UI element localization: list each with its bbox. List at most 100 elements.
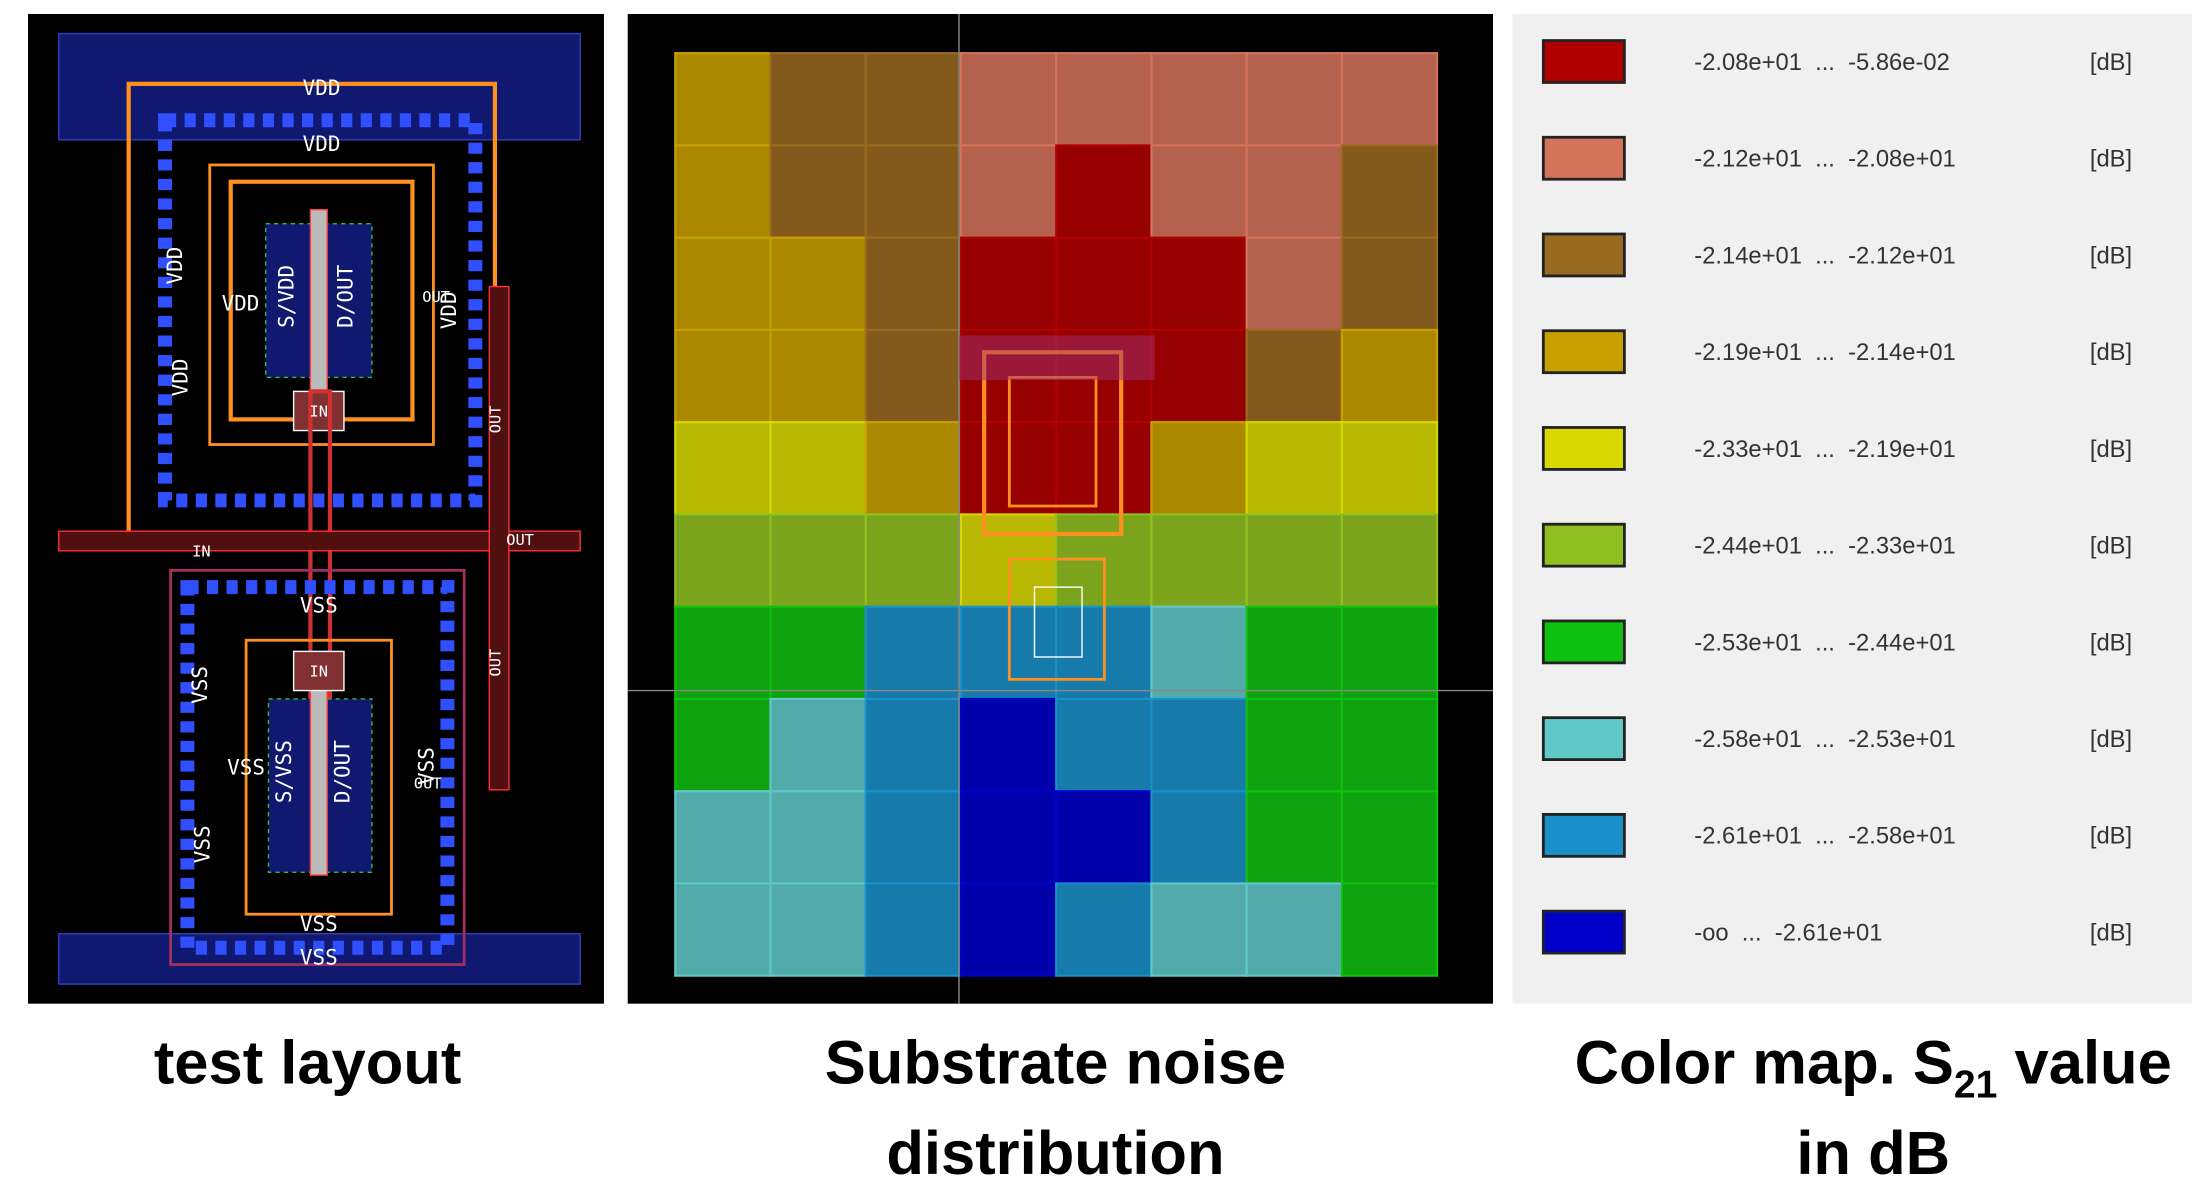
heatmap-cell — [1247, 883, 1342, 975]
layout-panel: VDD VDD VDD VDD VDD VDD S/VDD D/OUT IN O… — [28, 14, 604, 1004]
layout-label: IN — [310, 663, 329, 681]
layout-label: IN — [310, 403, 329, 421]
heatmap — [675, 53, 1437, 976]
layout-label: VSS — [191, 825, 215, 863]
heatmap-cell — [1056, 145, 1151, 237]
heatmap-cell — [866, 145, 961, 237]
layout-label: VDD — [303, 132, 341, 156]
heatmap-cell — [1056, 238, 1151, 330]
heatmap-cell — [1247, 53, 1342, 145]
layout-label: VDD — [168, 358, 192, 396]
layout-label: VSS — [227, 755, 265, 779]
figure: VDD VDD VDD VDD VDD VDD S/VDD D/OUT IN O… — [0, 0, 2192, 1184]
heatmap-cell — [1247, 791, 1342, 883]
heatmap-cell — [1342, 699, 1437, 791]
heatmap-cell — [770, 238, 865, 330]
legend-range: -2.58e+01 ... -2.53e+01 — [1694, 726, 1955, 753]
legend-range: -2.19e+01 ... -2.14e+01 — [1694, 339, 1955, 366]
heatmap-cell — [1056, 53, 1151, 145]
heatmap-cell — [1151, 53, 1246, 145]
caption: test layout — [154, 1028, 462, 1097]
heatmap-cell — [1247, 422, 1342, 514]
heatmap-cell — [675, 145, 770, 237]
layout-label: OUT — [487, 649, 505, 677]
caption: distribution — [886, 1119, 1224, 1184]
heatmap-cell — [1247, 607, 1342, 699]
layout-label: VDD — [222, 291, 260, 315]
heatmap-cell — [675, 514, 770, 606]
layout-label: VDD — [303, 76, 341, 100]
layout-label: S/VDD — [275, 265, 299, 328]
heatmap-cell — [1342, 791, 1437, 883]
heatmap-cell — [1342, 330, 1437, 422]
heatmap-cell — [770, 883, 865, 975]
heatmap-cell — [770, 607, 865, 699]
legend-swatch — [1543, 718, 1624, 760]
heatmap-cell — [866, 791, 961, 883]
layout-label: D/OUT — [331, 740, 355, 803]
legend-unit: [dB] — [2090, 629, 2132, 656]
legend-range: -2.53e+01 ... -2.44e+01 — [1694, 629, 1955, 656]
heatmap-cell — [770, 145, 865, 237]
legend-unit: [dB] — [2090, 533, 2132, 560]
heatmap-cell — [866, 883, 961, 975]
legend-swatch — [1543, 427, 1624, 469]
heatmap-cell — [675, 330, 770, 422]
caption-part: Color map. S — [1575, 1028, 1954, 1097]
legend-range: -2.61e+01 ... -2.58e+01 — [1694, 823, 1955, 850]
heatmap-cell — [675, 791, 770, 883]
legend-unit: [dB] — [2090, 823, 2132, 850]
heatmap-cell — [961, 699, 1056, 791]
heatmap-cell — [1056, 883, 1151, 975]
layout-label: OUT — [422, 288, 450, 306]
heatmap-cell — [770, 791, 865, 883]
layout-label: OUT — [414, 774, 442, 792]
heatmap-cell — [770, 53, 865, 145]
heatmap-cell — [961, 883, 1056, 975]
legend-swatch — [1543, 814, 1624, 856]
legend-range: -2.08e+01 ... -5.86e-02 — [1694, 49, 1950, 76]
heatmap-cell — [1247, 699, 1342, 791]
legend-swatch — [1543, 911, 1624, 953]
legend-range: -oo ... -2.61e+01 — [1694, 919, 1882, 946]
heatmap-cell — [770, 699, 865, 791]
heatmap-cell — [675, 699, 770, 791]
layout-label: IN — [192, 542, 211, 560]
heatmap-cell — [1151, 791, 1246, 883]
heatmap-cell — [1342, 238, 1437, 330]
caption: Color map. S21 value — [1575, 1028, 2172, 1106]
legend-range: -2.12e+01 ... -2.08e+01 — [1694, 146, 1955, 173]
layout-label: D/OUT — [333, 264, 357, 327]
heatmap-cell — [961, 238, 1056, 330]
heatmap-cell — [1342, 607, 1437, 699]
heatmap-cell — [1342, 883, 1437, 975]
heatmap-cell — [675, 422, 770, 514]
heatmap-cell — [1151, 699, 1246, 791]
legend-unit: [dB] — [2090, 242, 2132, 269]
legend-swatch — [1543, 234, 1624, 276]
heatmap-cell — [1247, 330, 1342, 422]
legend-swatch — [1543, 621, 1624, 663]
heatmap-cell — [866, 53, 961, 145]
heatmap-cell — [866, 238, 961, 330]
heatmap-cell — [675, 53, 770, 145]
legend-unit: [dB] — [2090, 49, 2132, 76]
heatmap-cell — [1247, 514, 1342, 606]
layout-label: VDD — [163, 247, 187, 285]
heatmap-cell — [1151, 238, 1246, 330]
heatmap-cell — [770, 514, 865, 606]
legend-unit: [dB] — [2090, 436, 2132, 463]
heatmap-cell — [675, 607, 770, 699]
heatmap-cell — [866, 514, 961, 606]
heatmap-cell — [961, 791, 1056, 883]
legend-unit: [dB] — [2090, 146, 2132, 173]
heatmap-cell — [1151, 883, 1246, 975]
heatmap-cell — [866, 422, 961, 514]
layout-label: VSS — [300, 912, 338, 936]
layout-label: OUT — [506, 531, 534, 549]
heatmap-cell — [1247, 145, 1342, 237]
legend-range: -2.44e+01 ... -2.33e+01 — [1694, 533, 1955, 560]
heatmap-cell — [866, 330, 961, 422]
caption: in dB — [1796, 1119, 1950, 1184]
legend-unit: [dB] — [2090, 919, 2132, 946]
